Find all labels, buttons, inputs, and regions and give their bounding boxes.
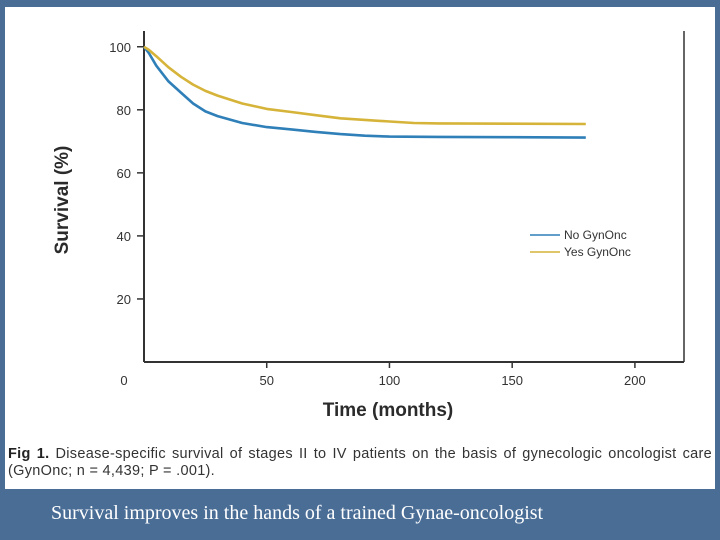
x-tick-label: 50 (259, 373, 273, 388)
y-axis-label: Survival (%) (52, 146, 73, 255)
chart-legend: No GynOnc Yes GynOnc (530, 228, 631, 259)
top-strip (0, 0, 720, 7)
figure-caption: Fig 1. Disease-specific survival of stag… (8, 446, 712, 480)
x-tick-label: 150 (501, 373, 523, 388)
x-axis-label: Time (months) (323, 400, 454, 421)
y-tick-label: 20 (117, 292, 131, 307)
x-tick-label: 100 (379, 373, 401, 388)
y-tick-label: 40 (117, 229, 131, 244)
series-line-no-gynonc (142, 46, 586, 139)
figure-caption-text: Disease-specific survival of stages II t… (8, 446, 712, 479)
x-tick-label: 200 (624, 373, 646, 388)
slide-panel (5, 7, 715, 489)
slide-footer-title: Survival improves in the hands of a trai… (51, 502, 544, 524)
y-tick-label: 80 (117, 103, 131, 118)
legend-label: No GynOnc (564, 228, 627, 242)
footer-bar (0, 490, 720, 540)
series-line-yes-gynonc (143, 45, 586, 126)
x-tick-label: 0 (120, 373, 127, 388)
chart-ticks: 20 40 60 80 100 0 50 100 150 200 (109, 40, 645, 388)
survival-chart: 20 40 60 80 100 0 50 100 150 200 No GynOnc Yes Gyn… (52, 31, 685, 421)
y-tick-label: 60 (117, 166, 131, 181)
legend-label: Yes GynOnc (564, 245, 631, 259)
figure-label: Fig 1. (8, 446, 50, 462)
chart-axes (143, 31, 685, 363)
y-tick-label: 100 (109, 40, 131, 55)
chart-lines (142, 45, 586, 139)
